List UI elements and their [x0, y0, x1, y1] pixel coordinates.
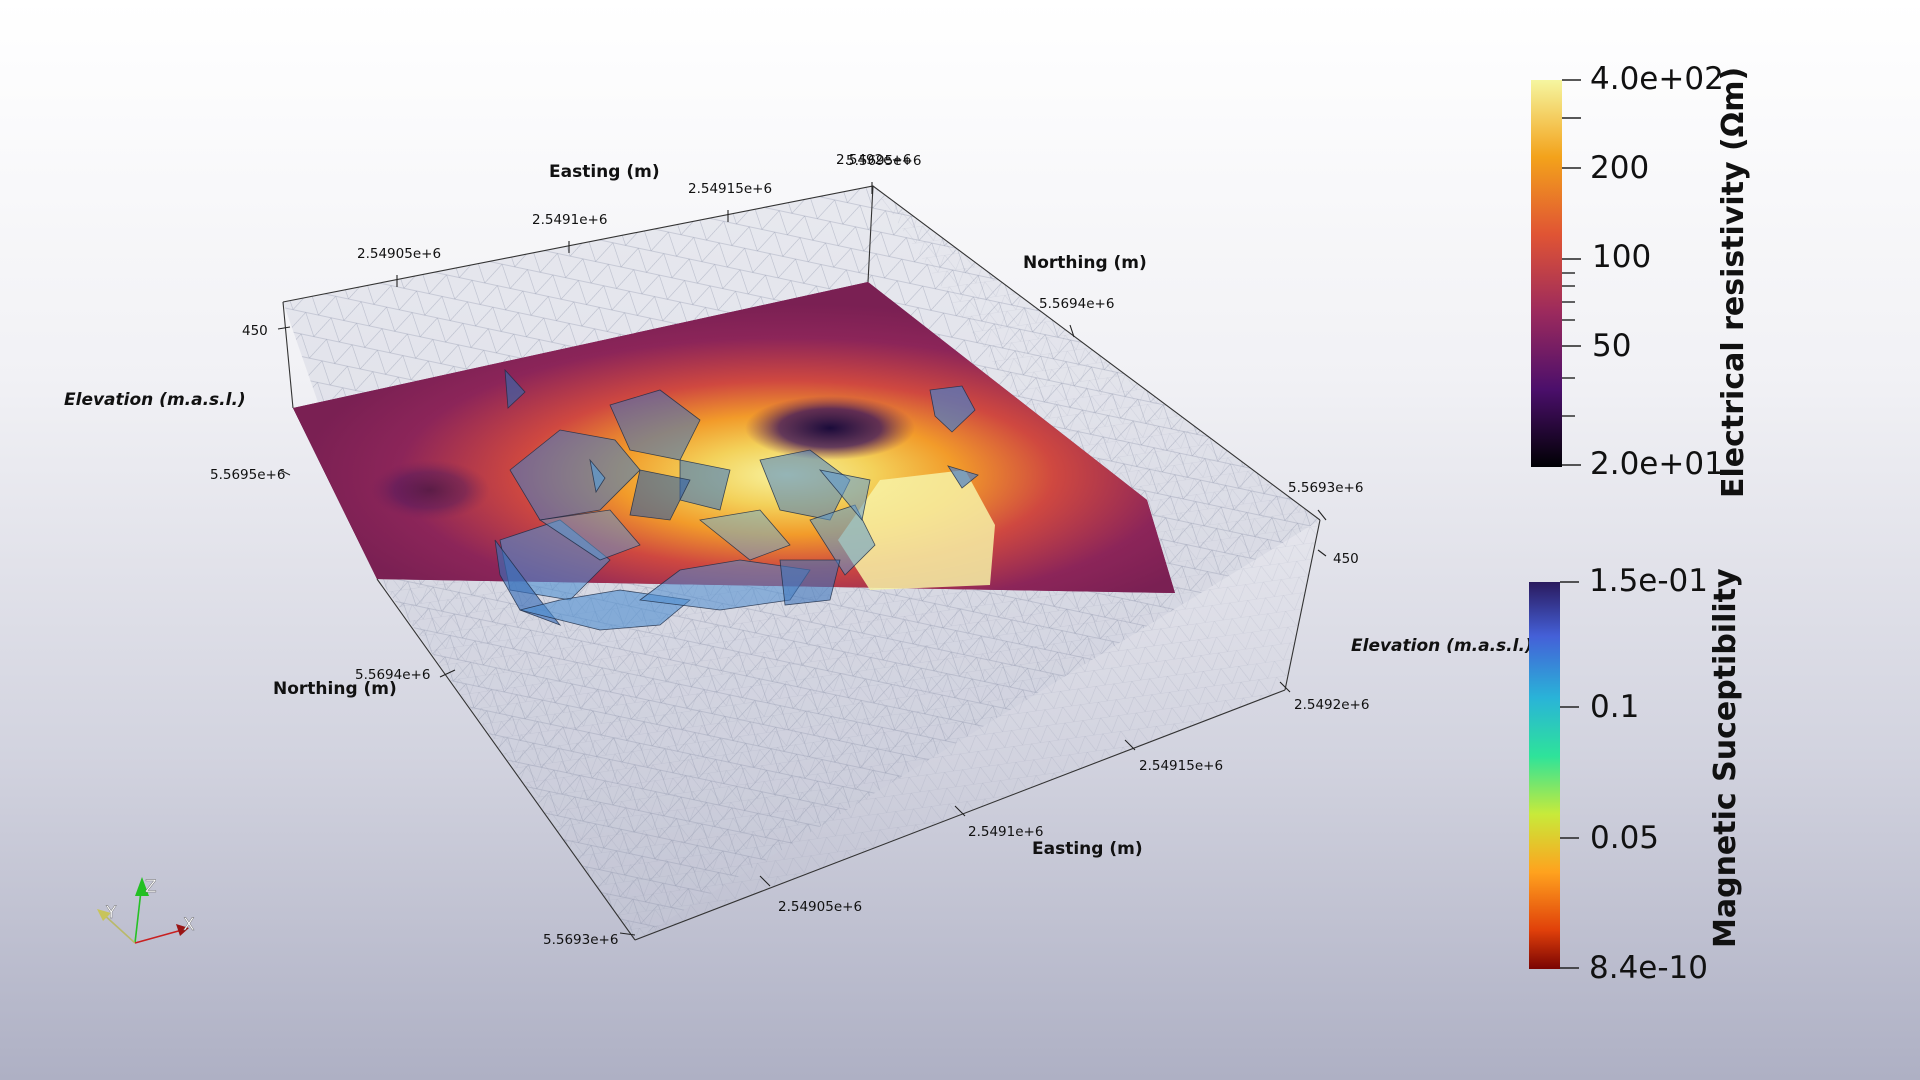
colorbar-resistivity-label-min: 2.0e+01	[1590, 446, 1724, 482]
orientation-y-label: Y	[105, 903, 117, 923]
axis-tick-marks	[277, 182, 1327, 936]
colorbar-resistivity-gradient	[1531, 80, 1562, 467]
colorbar-susceptibility: 1.5e-01 0.1 0.05 8.4e-10 Magnetic Sucept…	[1529, 563, 1743, 986]
top-northing-title: Northing (m)	[1023, 253, 1147, 273]
bottom-easting-tick-1: 2.54905e+6	[778, 899, 862, 915]
bottom-easting-tick-2: 2.5491e+6	[968, 824, 1043, 840]
colorbar-susceptibility-label-min: 8.4e-10	[1589, 950, 1708, 986]
colorbar-resistivity-title: Electrical resistivity (Ωm)	[1716, 67, 1751, 498]
right-elevation-tick: 450	[1333, 551, 1359, 567]
bounding-box	[282, 185, 1321, 941]
left-northing-tick: 5.5695e+6	[210, 467, 285, 483]
bottom-northing-tick-2: 5.5693e+6	[543, 932, 618, 948]
bottom-northing-title: Northing (m)	[273, 679, 397, 699]
top-easting-tick-2: 2.5491e+6	[532, 212, 607, 228]
colorbar-susceptibility-label-max: 1.5e-01	[1589, 563, 1708, 599]
top-easting-tick-1: 2.54905e+6	[357, 246, 441, 262]
bottom-easting-tick-3: 2.54915e+6	[1139, 758, 1223, 774]
top-easting-tick-3: 2.54915e+6	[688, 181, 772, 197]
colorbar-resistivity-label-100: 100	[1592, 239, 1651, 275]
colorbar-susceptibility-gradient	[1529, 582, 1560, 969]
colorbar-resistivity-label-200: 200	[1590, 150, 1649, 186]
colorbar-resistivity: 4.0e+02 200 100 50 2.0e+01 Electrical re…	[1531, 61, 1751, 498]
susceptibility-isosurface	[494, 368, 979, 631]
right-elevation-title: Elevation (m.a.s.l.)	[1351, 636, 1533, 656]
top-northing-tick-2: 5.5694e+6	[1039, 296, 1114, 312]
colorbar-susceptibility-label-0-1: 0.1	[1590, 689, 1639, 725]
bottom-easting-tick-4: 2.5492e+6	[1294, 697, 1369, 713]
orientation-axes-widget[interactable]: Z Y X	[97, 877, 195, 944]
colorbar-susceptibility-label-0-05: 0.05	[1590, 820, 1659, 856]
top-easting-tick-4: 2.5492e+6	[836, 152, 911, 168]
orientation-x-label: X	[183, 915, 195, 935]
resistivity-slice	[293, 282, 1175, 593]
colorbar-resistivity-label-50: 50	[1592, 328, 1631, 364]
orientation-z-label: Z	[145, 877, 157, 897]
top-northing-tick-1: 5.5695e+6	[846, 153, 921, 169]
colorbar-resistivity-label-max: 4.0e+02	[1590, 61, 1724, 97]
left-elevation-title: Elevation (m.a.s.l.)	[64, 390, 246, 410]
bottom-easting-title: Easting (m)	[1032, 839, 1143, 859]
top-northing-tick-3: 5.5693e+6	[1288, 480, 1363, 496]
bottom-northing-tick-1: 5.5694e+6	[355, 667, 430, 683]
colorbar-susceptibility-title: Magnetic Suceptibility	[1708, 568, 1743, 948]
top-easting-title: Easting (m)	[549, 162, 660, 182]
left-elevation-tick: 450	[242, 323, 268, 339]
